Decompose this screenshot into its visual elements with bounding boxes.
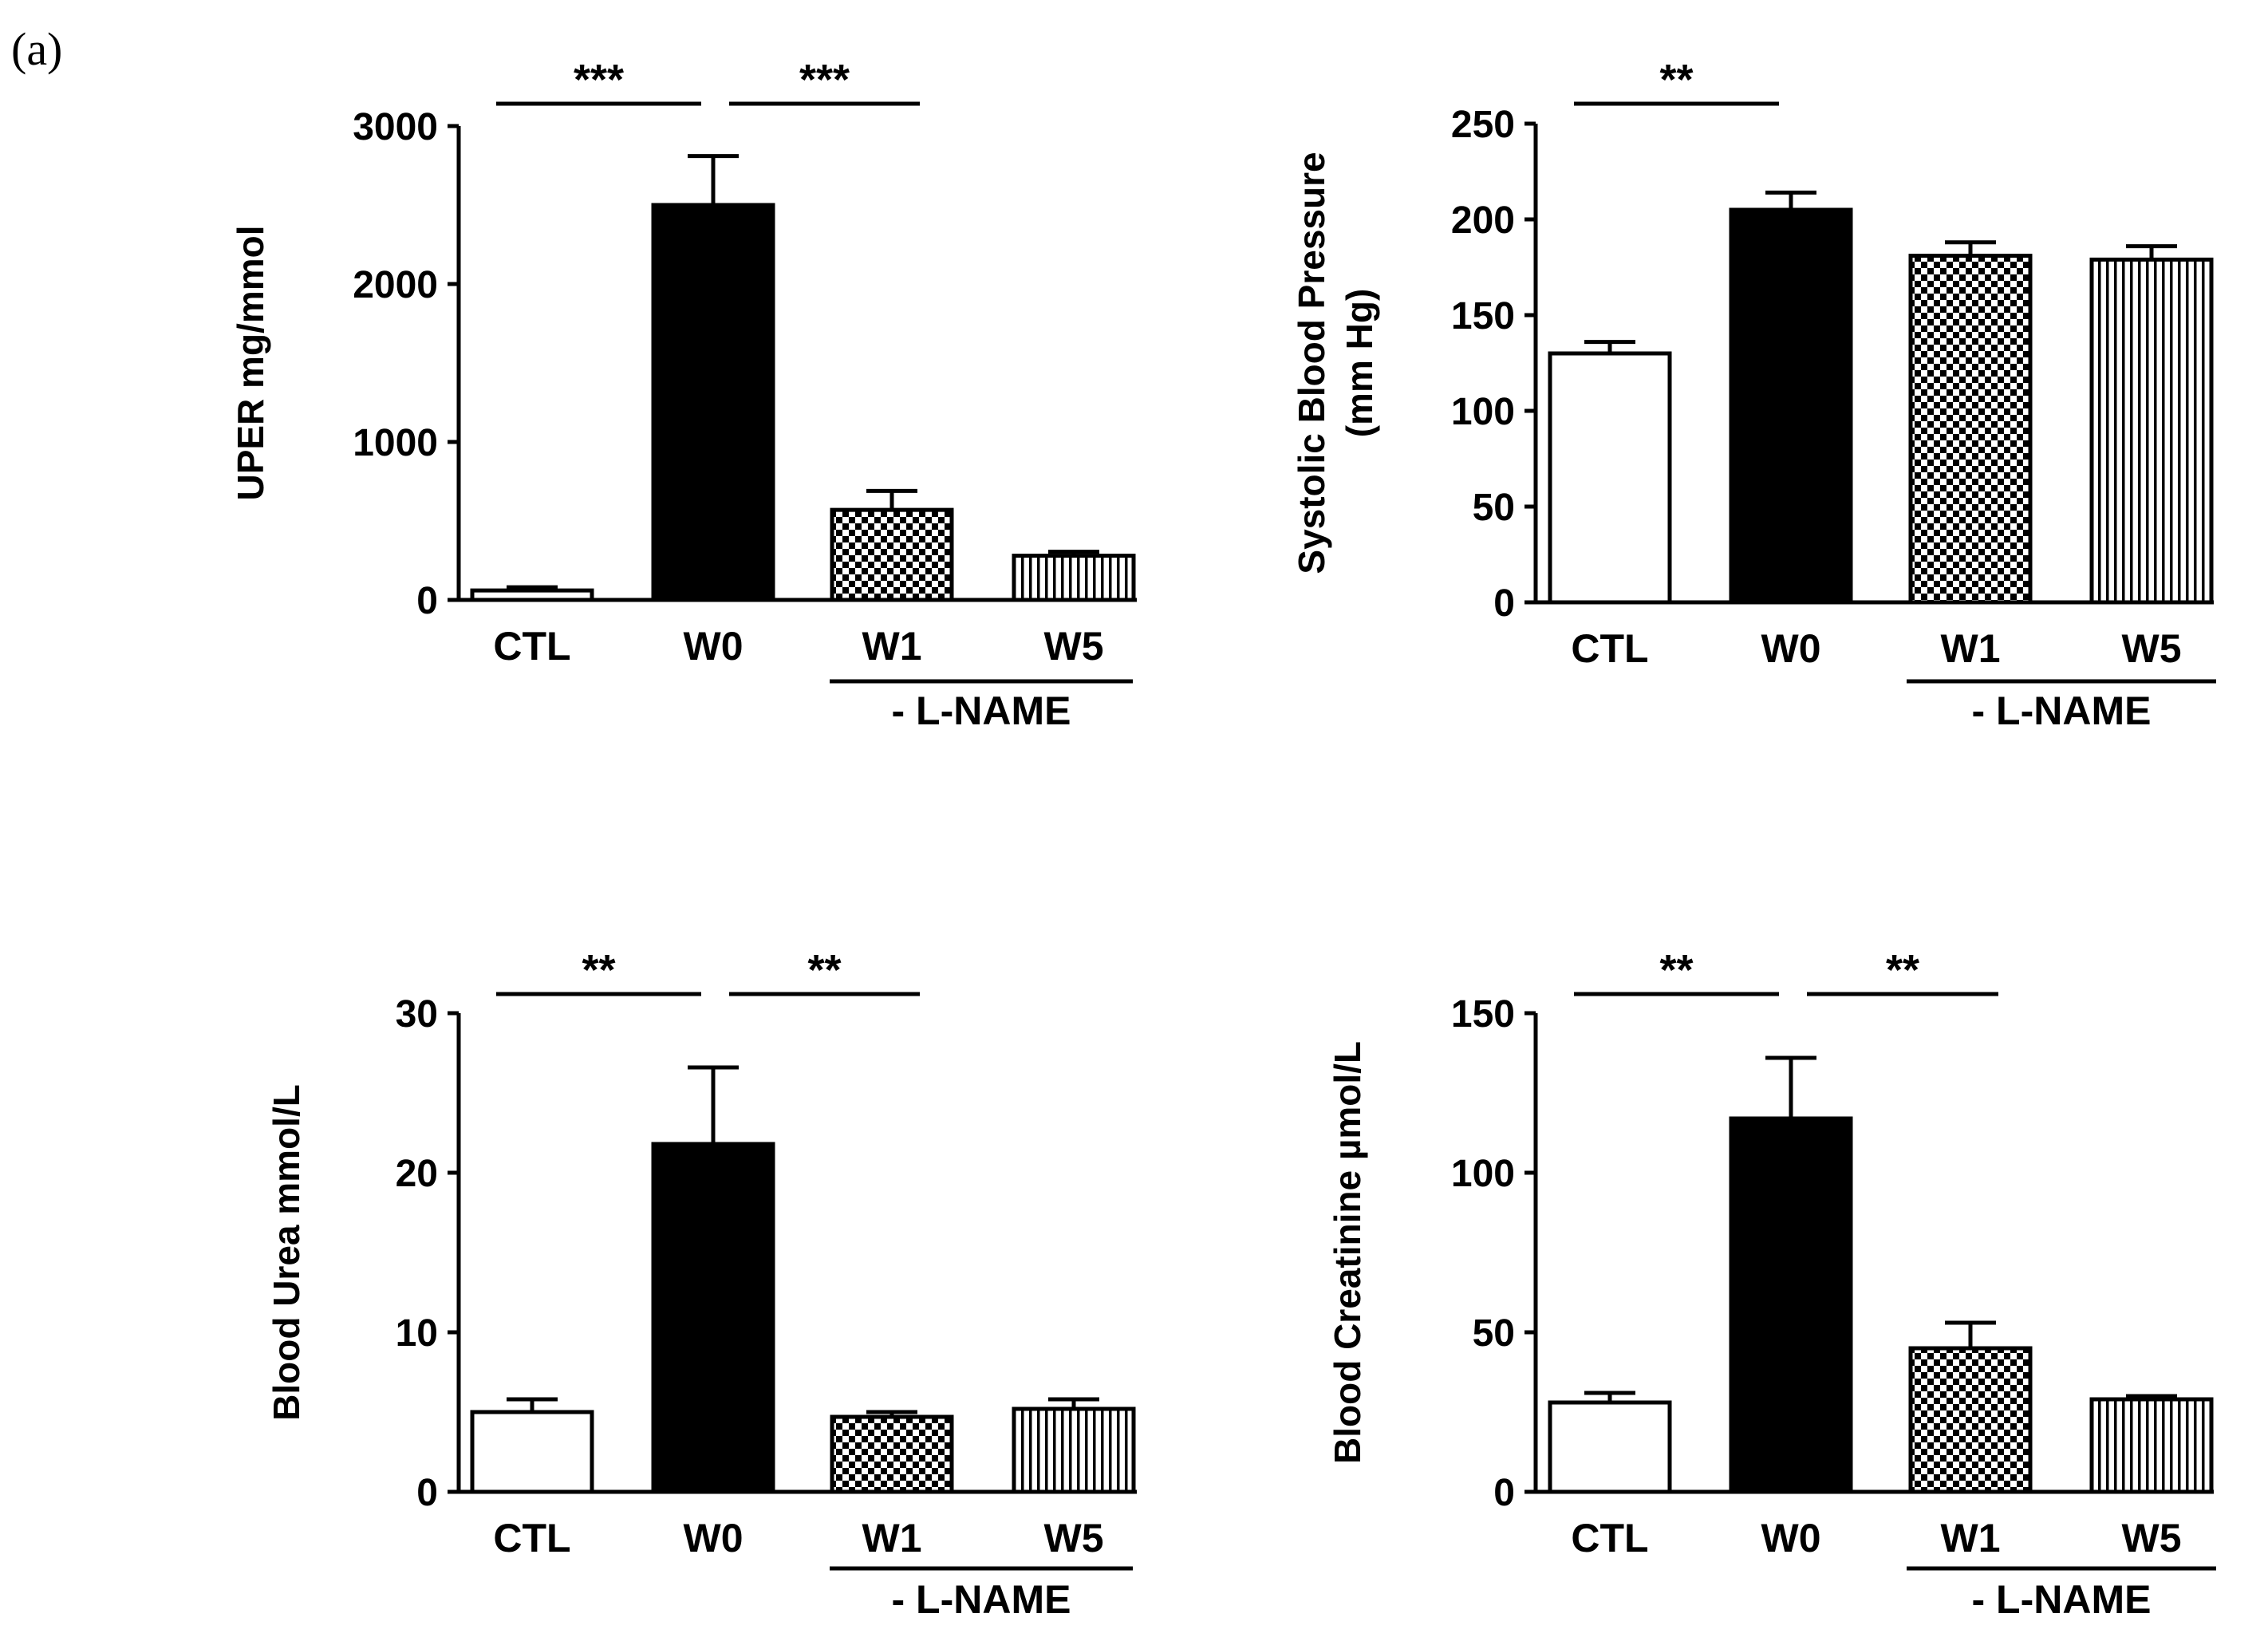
x-tick-label: CTL — [1571, 626, 1648, 671]
y-tick-label: 150 — [1451, 993, 1515, 1036]
y-tick-label: 100 — [1451, 391, 1515, 433]
y-tick-label: 50 — [1473, 487, 1515, 529]
y-axis-title: (mm Hg) — [1339, 289, 1380, 438]
significance-label: ** — [1659, 56, 1693, 104]
significance-label: ** — [807, 946, 841, 994]
group-label: - L-NAME — [892, 688, 1071, 733]
chart-urea: 0 10 20 30 Blood Urea mmol/L CTL W0 W1 W5 - L-NAM… — [266, 946, 1137, 1622]
x-tick-label: W5 — [1044, 624, 1104, 669]
y-tick-label: 20 — [396, 1153, 438, 1195]
x-tick-label: W0 — [684, 1516, 744, 1560]
x-tick-label: W5 — [1044, 1516, 1104, 1560]
y-tick-label: 10 — [396, 1312, 438, 1355]
bar-W1 — [1908, 1346, 2033, 1494]
significance-label: ** — [582, 946, 615, 994]
bar-W0 — [651, 1142, 775, 1494]
y-tick-label: 1000 — [353, 422, 438, 464]
x-tick-label: CTL — [1571, 1516, 1648, 1560]
y-axis-title: Blood Creatinine µmol/L — [1327, 1041, 1368, 1464]
chart-creatinine: 0 50 100 150 Blood Creatinine µmol/L CTL W0 W1 W… — [1327, 946, 2216, 1622]
x-tick-label: W0 — [1761, 626, 1821, 671]
bar-W1 — [830, 1414, 954, 1494]
group-label: - L-NAME — [1972, 1577, 2152, 1622]
y-axis-title: Systolic Blood Pressure — [1291, 152, 1332, 574]
bar-W0 — [1729, 207, 1853, 605]
y-tick-label: 100 — [1451, 1153, 1515, 1195]
x-tick-label: W5 — [2122, 626, 2182, 671]
bar-CTL — [470, 1410, 594, 1494]
y-tick-label: 0 — [1493, 582, 1515, 625]
bar-W5 — [2089, 257, 2214, 605]
group-label: - L-NAME — [892, 1577, 1071, 1622]
y-tick-label: 0 — [416, 1472, 438, 1514]
x-tick-label: W1 — [1941, 626, 2001, 671]
x-tick-label: W1 — [862, 1516, 922, 1560]
chart-uper: 0 1000 2000 3000 UPER mg/mmol CTL W0 W1 W5 - L-NA… — [230, 56, 1137, 733]
x-tick-label: W0 — [684, 624, 744, 669]
x-tick-label: W1 — [1941, 1516, 2001, 1560]
bar-W1 — [830, 507, 954, 602]
bar-W5 — [2089, 1397, 2214, 1494]
y-tick-label: 250 — [1451, 104, 1515, 146]
y-tick-label: 0 — [1493, 1472, 1515, 1514]
y-tick-label: 2000 — [353, 264, 438, 306]
bar-CTL — [1548, 1400, 1672, 1494]
bar-W1 — [1908, 254, 2033, 605]
y-axis-title: Blood Urea mmol/L — [266, 1084, 307, 1421]
x-tick-label: W5 — [2122, 1516, 2182, 1560]
chart-sbp: 0 50 100 150 200 250 Systolic Blood Pressure (m… — [1291, 56, 2216, 733]
panel-label: (a) — [11, 23, 63, 75]
x-tick-label: CTL — [493, 624, 570, 669]
y-axis-title: UPER mg/mmol — [230, 225, 271, 500]
bar-CTL — [1548, 351, 1672, 605]
bar-CTL — [470, 588, 594, 602]
x-tick-label: CTL — [493, 1516, 570, 1560]
significance-label: *** — [799, 56, 850, 104]
significance-label: ** — [1659, 946, 1693, 994]
group-label: - L-NAME — [1972, 688, 2152, 733]
y-tick-label: 50 — [1473, 1312, 1515, 1355]
y-tick-label: 200 — [1451, 199, 1515, 242]
bar-W0 — [1729, 1116, 1853, 1494]
y-tick-label: 3000 — [353, 106, 438, 148]
bar-W5 — [1012, 554, 1136, 602]
bar-W0 — [651, 203, 775, 602]
x-tick-label: W1 — [862, 624, 922, 669]
significance-label: *** — [574, 56, 624, 104]
y-tick-label: 0 — [416, 580, 438, 622]
y-tick-label: 30 — [396, 993, 438, 1036]
bar-W5 — [1012, 1406, 1136, 1494]
x-tick-label: W0 — [1761, 1516, 1821, 1560]
y-tick-label: 150 — [1451, 295, 1515, 337]
significance-label: ** — [1886, 946, 1919, 994]
